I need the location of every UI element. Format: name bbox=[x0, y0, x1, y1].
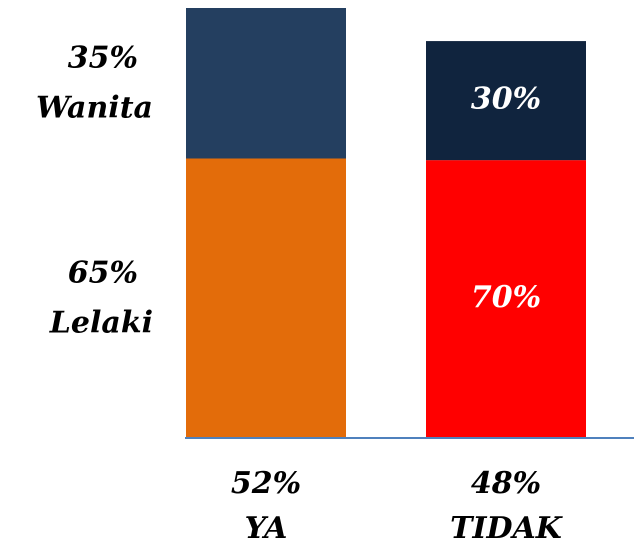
bar-segment bbox=[186, 8, 346, 159]
value-label: 70% bbox=[471, 280, 541, 315]
category-label: TIDAK bbox=[450, 511, 564, 546]
category-value-label: 52% bbox=[231, 466, 301, 501]
category-label: YA bbox=[245, 511, 288, 546]
value-label: 30% bbox=[471, 82, 541, 117]
value-label: 65% bbox=[68, 255, 138, 290]
bar-segment bbox=[186, 158, 346, 438]
bar-segment bbox=[426, 160, 586, 438]
series-label: Wanita bbox=[36, 90, 153, 125]
series-label: Lelaki bbox=[49, 305, 153, 340]
category-value-label: 48% bbox=[471, 466, 541, 501]
value-label: 35% bbox=[68, 40, 138, 75]
bar-segment bbox=[426, 41, 586, 161]
